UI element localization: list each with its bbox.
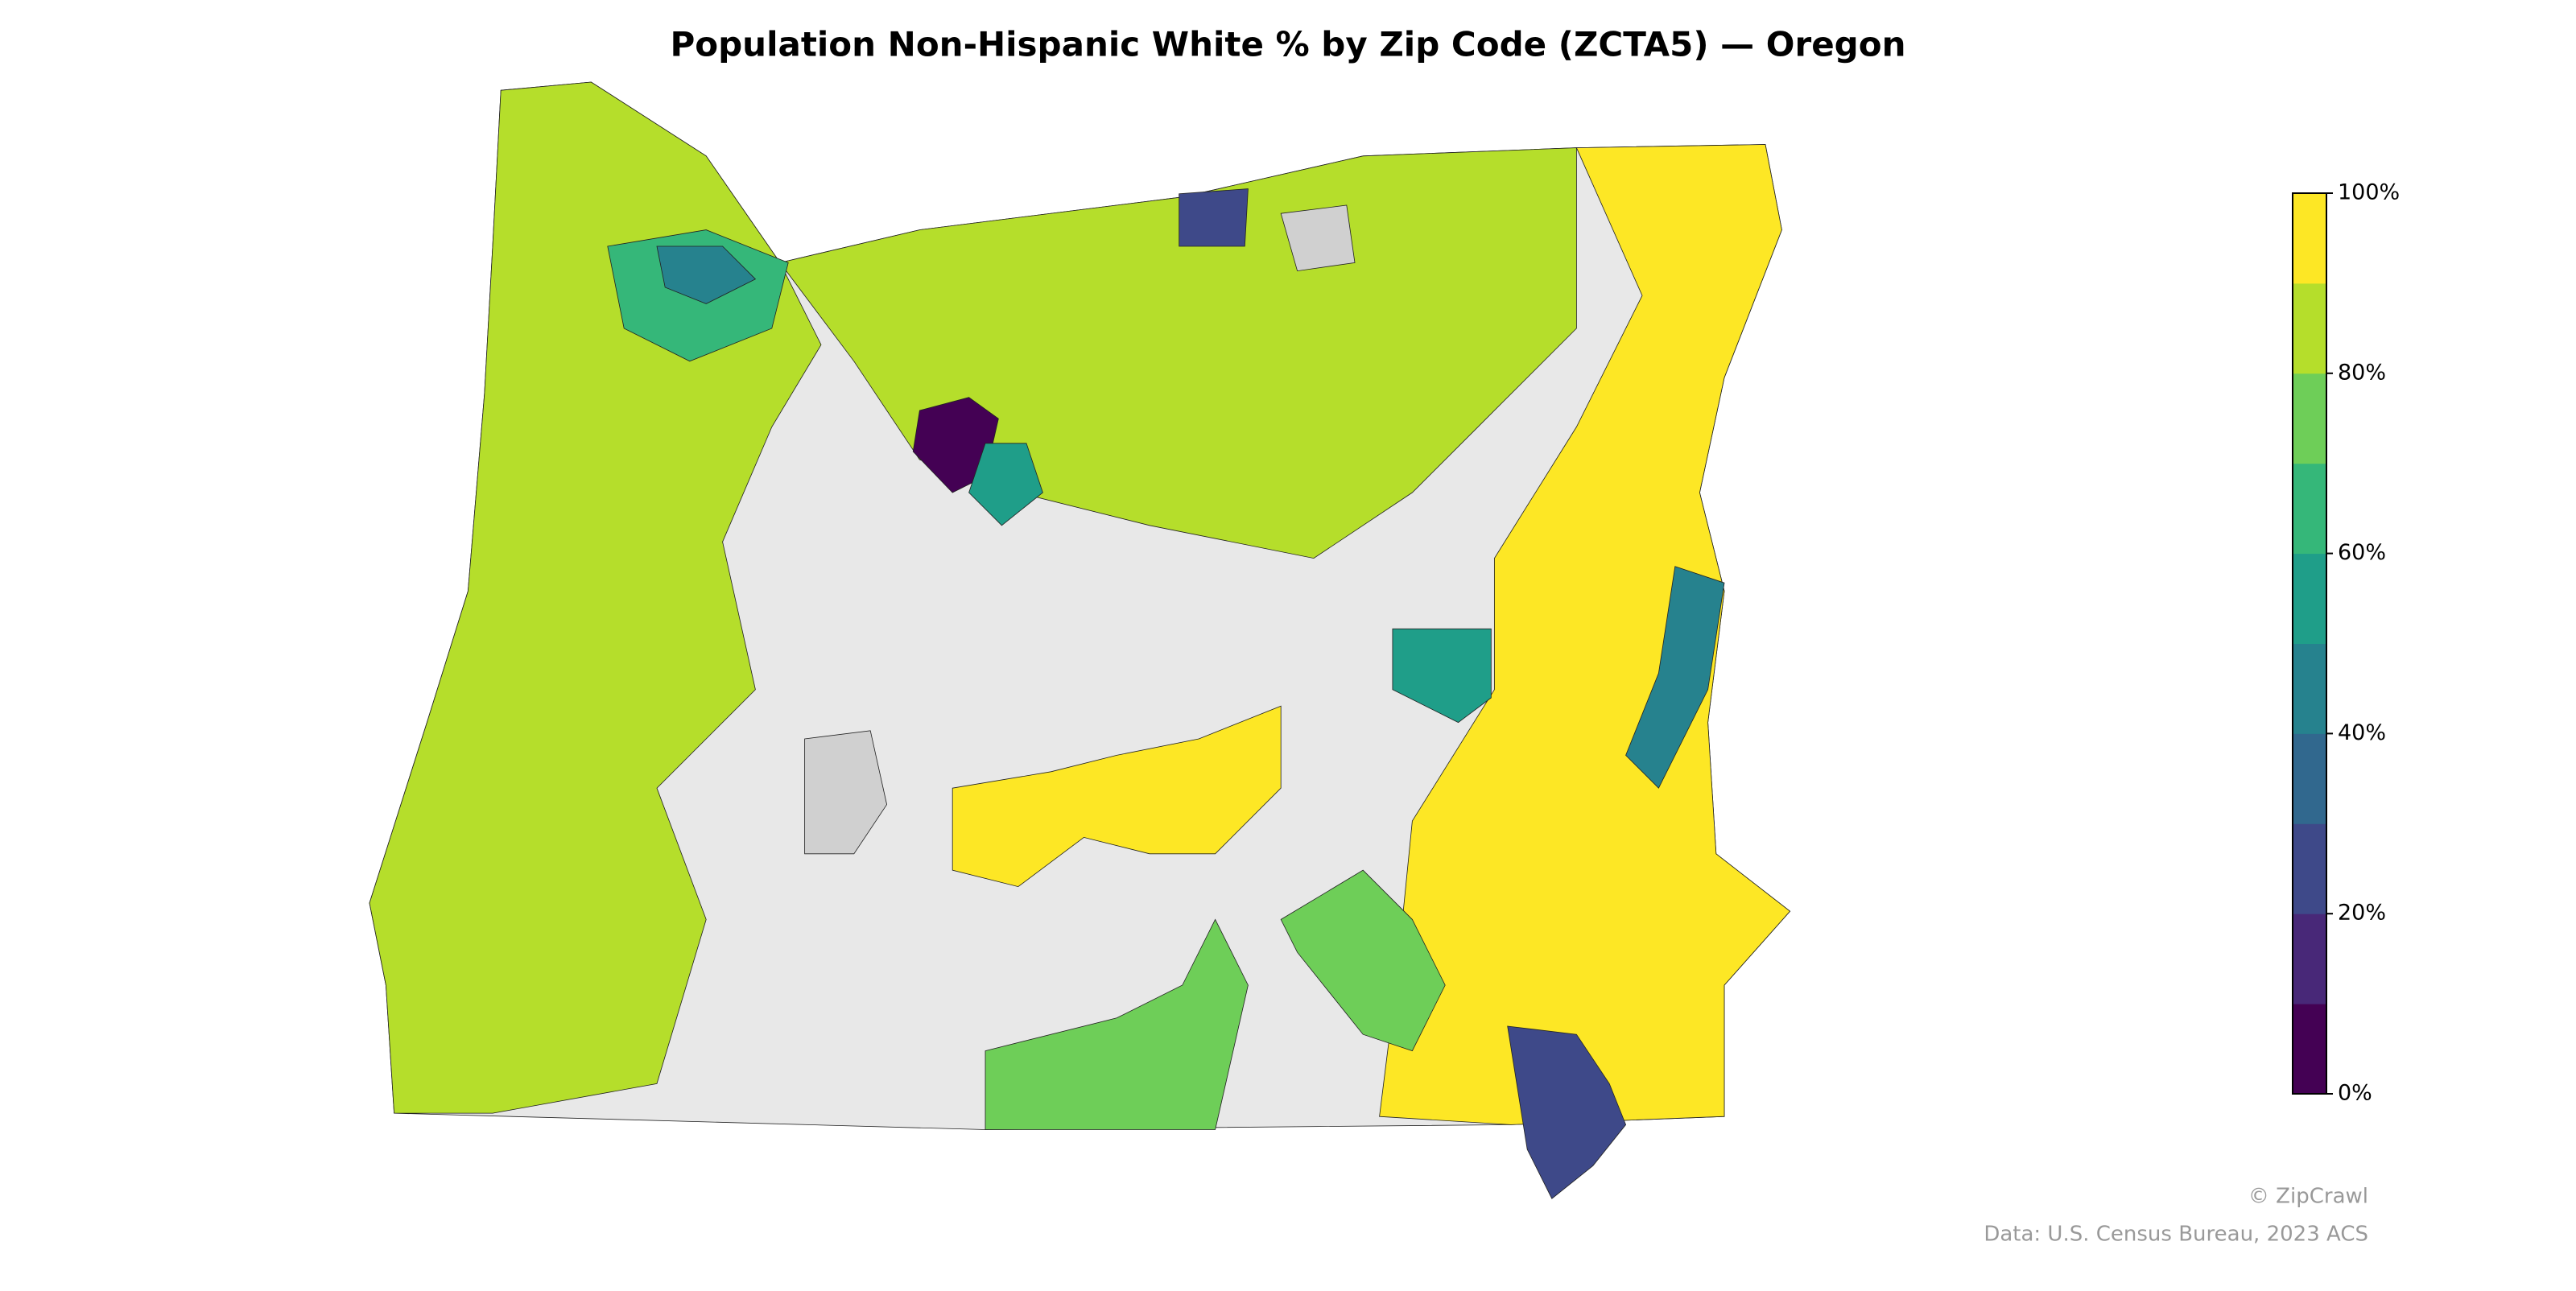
colorbar-tick-label: 80%: [2338, 360, 2386, 385]
colorbar-bin: [2293, 823, 2326, 914]
colorbar-bin: [2293, 283, 2326, 374]
colorbar-bin: [2293, 643, 2326, 734]
colorbar-bin: [2293, 193, 2326, 284]
region-ontario: [1625, 566, 1725, 789]
colorbar-bin: [2293, 1004, 2326, 1095]
colorbar-tick-label: 20%: [2338, 901, 2386, 926]
colorbar-tick-label: 60%: [2338, 540, 2386, 565]
region-central: [952, 705, 1282, 888]
colorbar-bin: [2293, 463, 2326, 555]
colorbar-tick-label: 100%: [2338, 180, 2400, 205]
region-morrow: [1392, 628, 1492, 724]
colorbar-tick-label: 0%: [2338, 1081, 2372, 1106]
colorbar-tick-label: 40%: [2338, 720, 2386, 745]
region-madras: [968, 443, 1043, 526]
region-south-green: [985, 918, 1249, 1130]
colorbar-bin: [2293, 553, 2326, 644]
colorbar-frame: [2292, 192, 2327, 1095]
colorbar-bin: [2293, 733, 2326, 824]
oregon-map: [369, 81, 1791, 1199]
region-east: [1379, 144, 1791, 1125]
region-gray-2: [1280, 204, 1356, 272]
region-southeast: [1507, 1025, 1627, 1199]
title: Population Non-Hispanic White % by Zip C…: [670, 25, 1905, 64]
region-gray-1: [804, 730, 888, 855]
colorbar: 0% 20% 40% 60% 80% 100%: [2292, 180, 2400, 1106]
source: Data: U.S. Census Bureau, 2023 ACS: [1984, 1223, 2368, 1247]
colorbar-bin: [2293, 914, 2326, 1004]
colorbar-bin: [2293, 373, 2326, 464]
region-southwest-green: [1280, 869, 1446, 1052]
region-boardman: [1179, 188, 1249, 247]
credit: © ZipCrawl: [2248, 1185, 2368, 1209]
region-portland-core: [656, 245, 757, 304]
